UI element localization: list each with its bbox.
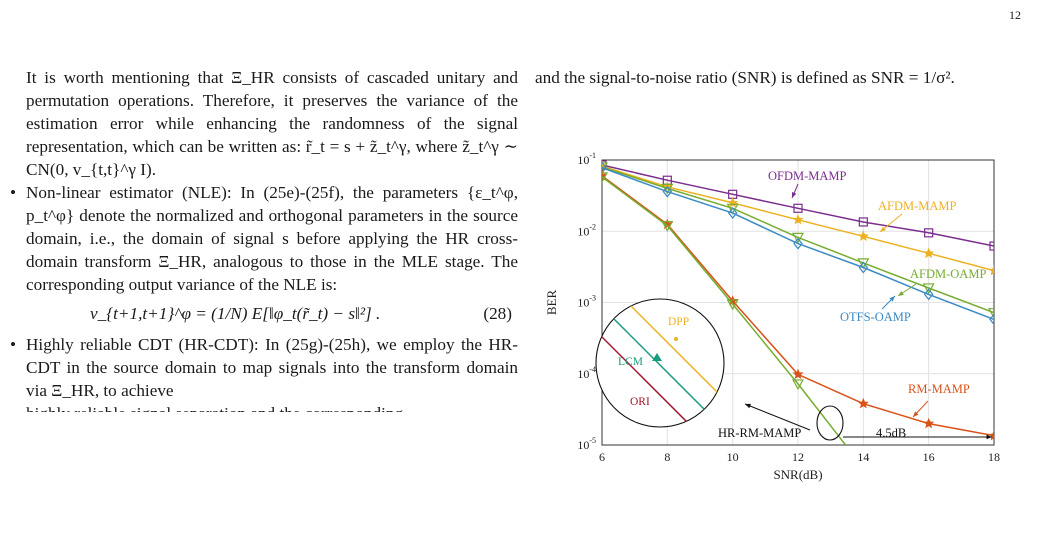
arrow-head [898,291,904,296]
annotation-afdm-mamp: AFDM-MAMP [878,199,957,213]
arrow-head [745,403,751,409]
data-point [726,299,739,311]
y-tick-label: 10-2 [577,222,596,238]
series-line [602,166,994,321]
data-point [923,417,935,429]
arrow-head [792,192,797,198]
paragraph-variance: It is worth mentioning that Ξ_HR consist… [26,68,518,179]
x-tick-label: 8 [664,450,670,464]
arrow-head [889,296,895,302]
data-point [988,429,994,441]
data-point [661,221,674,232]
ber-chart: 6 8 10 12 14 16 18 10-1 10-2 10-3 10-4 10-5 SNR(dB) B… [544,151,1000,482]
data-point [857,258,870,270]
data-point [793,237,803,250]
inset-label-lcm: LCM [618,356,643,368]
bullet-nle: Non-linear estimator (NLE): In (25e)-(25… [10,181,518,296]
data-point [858,261,869,274]
y-tick-label: 10-4 [577,365,596,381]
data-point [989,241,994,251]
data-point [662,185,673,198]
arrow-afdm-mamp [879,213,903,233]
paragraph-snr: and the signal-to-noise ratio (SNR) is d… [535,68,955,87]
arrow-to-inset [744,403,811,431]
x-tick-label: 12 [792,450,804,464]
inset-zoom [595,298,725,428]
arrow-otfs-oamp [881,295,896,310]
arrow-rm-mamp [912,400,929,418]
data-point [792,214,804,225]
data-point [602,162,609,174]
data-point [858,464,868,473]
equation-28: v_{t+1,t+1}^φ = (1/N) E[‖φ_t(r̃_t) − s‖²… [10,302,518,325]
arrow-head [913,411,919,417]
series-otfs-oamp [602,161,994,326]
inset-label-dpp: DPP [668,316,689,328]
annotation-rm-mamp: RM-MAMP [908,382,970,396]
data-point [857,397,869,409]
bullet-hrcdt-continued: highly reliable signal separation and th… [10,402,518,412]
annotation-ofdm-mamp: OFDM-MAMP [768,169,847,183]
data-point [858,217,868,227]
inset-line [596,314,724,427]
y-tick-label: 10-3 [577,294,596,310]
series-line [602,164,994,247]
inset-marker-dpp [674,337,678,341]
data-point [602,161,607,174]
data-point [923,247,935,259]
data-point [922,283,935,295]
x-tick-label: 10 [727,450,739,464]
x-tick-label: 16 [923,450,935,464]
equation-number: (28) [483,304,512,323]
inset-label-ori: ORI [630,396,650,408]
equation-text: v_{t+1,t+1}^φ = (1/N) E[‖φ_t(r̃_t) − s‖²… [90,304,381,323]
data-point [987,308,994,319]
data-point [791,232,805,244]
arrow-shaft [744,403,811,431]
data-point [923,288,934,301]
annotation-4-5db: 4.5dB [876,426,906,440]
arrow-afdm-oamp [897,283,917,297]
arrow-head [880,226,886,232]
y-tick-label: 10-1 [577,151,596,167]
plot-frame [601,159,995,446]
arrow-head [986,434,992,440]
inset-line [596,299,724,416]
data-point [602,172,609,184]
page-number: 12 [1009,8,1021,22]
annotation-otfs-oamp: OTFS-OAMP [840,310,911,324]
inset-marker-lcm [652,353,662,361]
data-point [793,203,803,213]
y-tick-label: 10-5 [577,436,596,452]
x-tick-label: 18 [988,450,1000,464]
data-point [924,228,934,238]
bullet-hrcdt: Highly reliable CDT (HR-CDT): In (25g)-(… [10,333,518,402]
right-column: and the signal-to-noise ratio (SNR) is d… [535,66,1027,89]
data-point [857,230,869,241]
arrow-gain-right [843,434,992,440]
data-point [726,203,739,215]
data-point [791,379,805,391]
annotation-afdm-oamp: AFDM-OAMP [910,267,986,281]
data-point [988,264,994,276]
x-axis-label: SNR(dB) [773,467,822,482]
series-line [602,166,994,314]
crossover-ellipse [816,405,844,441]
x-tick-label: 6 [599,450,605,464]
data-point [727,207,738,220]
arrow-ofdm-mamp [791,183,799,199]
annotation-hr-rm-mamp: HR-RM-MAMP [718,426,801,440]
inset-circle [595,298,725,428]
x-tick-label: 14 [857,450,869,464]
data-point [792,368,804,380]
data-point [989,313,994,326]
y-axis-label: BER [544,290,559,316]
left-column: It is worth mentioning that Ξ_HR consist… [10,66,518,412]
